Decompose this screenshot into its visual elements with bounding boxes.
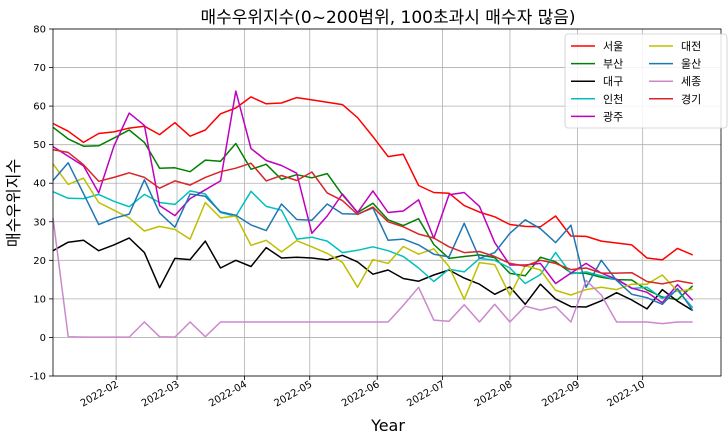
plot-frame: [52, 28, 722, 377]
x-tick-label: 2022-06: [340, 379, 382, 409]
x-tick-label: 2022-02: [79, 379, 121, 409]
x-tick-label: 2022-03: [140, 379, 182, 409]
x-tick-label: 2022-04: [207, 379, 249, 409]
legend-label: 광주: [603, 110, 623, 123]
x-axis-label: Year: [370, 416, 405, 435]
y-tick-label: 10: [33, 294, 46, 305]
y-tick-label: 40: [33, 179, 46, 190]
series-lines: [52, 90, 694, 338]
y-tick-label: 70: [33, 63, 46, 74]
legend-label: 대구: [603, 75, 623, 88]
y-tick-label: 30: [33, 217, 46, 228]
y-tick-label: -10: [30, 372, 46, 383]
series-line-8: [52, 217, 693, 338]
y-tick-label: 50: [33, 140, 46, 151]
legend-label: 세종: [681, 75, 701, 88]
x-tick-label: 2022-09: [540, 379, 582, 409]
series-line-3: [52, 237, 694, 312]
x-tick-label: 2022-05: [273, 379, 315, 409]
x-tick-label: 2022-10: [605, 379, 647, 409]
x-tick-label: 2022-07: [405, 379, 447, 409]
series-line-9: [52, 148, 693, 285]
y-tick-label: 20: [33, 256, 46, 267]
legend-label: 울산: [681, 58, 701, 71]
y-tick-label: 0: [40, 333, 46, 344]
legend-box: [564, 33, 728, 129]
series-line-6: [52, 163, 693, 301]
series-line-5: [52, 90, 694, 304]
y-tick-label: 60: [33, 102, 46, 113]
legend-label: 인천: [603, 92, 623, 106]
x-tick-label: 2022-08: [473, 379, 515, 409]
legend-label: 대전: [681, 40, 701, 53]
legend-label: 서울: [603, 40, 623, 53]
chart-title: 매수우위지수(0~200범위, 100초과시 매수자 많음): [200, 8, 575, 28]
series-line-2: [52, 126, 694, 301]
legend-label: 경기: [681, 93, 701, 106]
y-axis-label: 매수우위지수: [4, 159, 23, 247]
y-tick-label: 80: [33, 25, 46, 36]
legend-label: 부산: [603, 58, 623, 71]
series-line-1: [52, 96, 693, 261]
